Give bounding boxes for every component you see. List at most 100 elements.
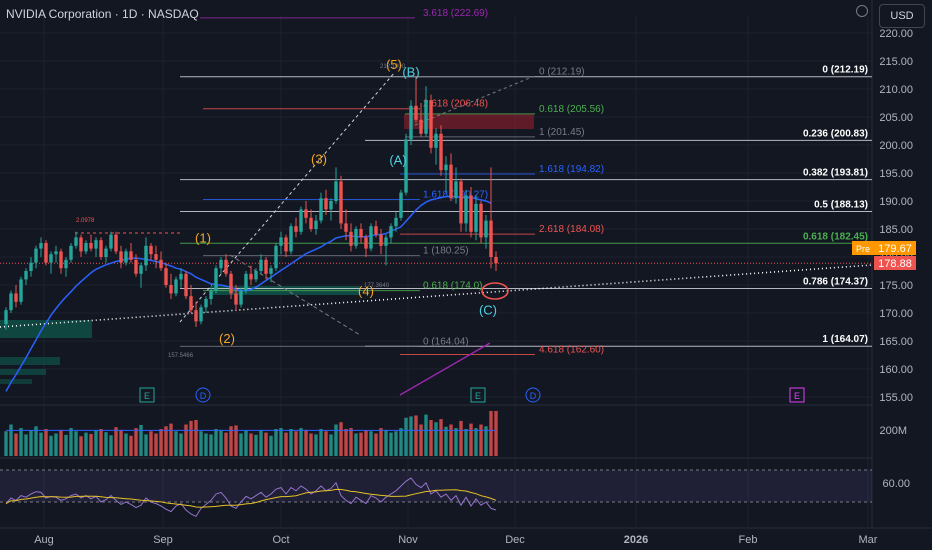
price-axis-tick: 215.00 [879, 56, 913, 68]
volume-bar [134, 428, 138, 456]
candle [359, 223, 363, 243]
volume-bar [474, 428, 478, 456]
candle [234, 285, 238, 311]
candle-body [424, 100, 428, 134]
candle-body [34, 248, 38, 263]
price-axis-tick: 195.00 [879, 168, 913, 180]
settings-gear-icon[interactable] [856, 5, 868, 17]
fib-level-label: 1 (164.07) [822, 334, 868, 345]
candle [14, 285, 18, 308]
volume-bar [129, 435, 133, 456]
candle [174, 276, 178, 297]
symbol-title[interactable]: NVIDIA Corporation · 1D · NASDAQ [6, 7, 199, 21]
candle-body [159, 259, 163, 269]
candle [94, 237, 98, 257]
volume-bar [324, 431, 328, 456]
volume-bar [214, 429, 218, 456]
fib-extension-label: 0 (212.19) [539, 67, 585, 78]
candle-body [404, 139, 408, 193]
volume-bar [29, 430, 33, 456]
candle [74, 231, 78, 249]
candle [64, 257, 68, 277]
candle-body [464, 195, 468, 224]
volume-bar [44, 429, 48, 456]
candle [419, 103, 423, 137]
volume-bar [344, 429, 348, 456]
volume-bar [444, 426, 448, 456]
candle [154, 245, 158, 269]
event-marker: E [789, 387, 805, 403]
volume-bar [349, 428, 353, 456]
volume-bar [284, 432, 288, 456]
candle-body [94, 240, 98, 249]
volume-bar [139, 424, 143, 456]
candle-body [244, 273, 248, 291]
candle-body [429, 100, 433, 148]
wave-label: (1) [195, 230, 211, 245]
candle [214, 265, 218, 294]
volume-bar [464, 429, 468, 456]
volume-bar [109, 435, 113, 456]
fib-extension-label: 4.618 (162.60) [539, 344, 604, 355]
volume-bar [14, 433, 18, 456]
time-axis-tick: Oct [272, 534, 289, 546]
candle-body [279, 237, 283, 246]
candle [209, 287, 213, 305]
candle-body [329, 201, 333, 210]
volume-bar [354, 433, 358, 456]
earnings-icon [470, 387, 486, 403]
volume-bar [319, 429, 323, 456]
candle [149, 243, 153, 260]
candle-body [189, 296, 193, 311]
volume-bar [434, 422, 438, 456]
candle-body [344, 223, 348, 232]
price-axis-tick: 170.00 [879, 308, 913, 320]
candle [129, 243, 133, 263]
currency-button[interactable]: USD [879, 4, 925, 28]
price-axis-tick: 220.00 [879, 28, 913, 40]
candle [124, 248, 128, 266]
candle-body [224, 259, 228, 274]
candle-body [69, 245, 73, 260]
trend-line [229, 254, 361, 336]
price-axis-tick: 200.00 [879, 140, 913, 152]
volume-bar [164, 426, 168, 456]
time-axis-tick: Mar [859, 534, 878, 546]
volume-bar [414, 415, 418, 456]
candle-body [144, 245, 148, 266]
candle-body [134, 259, 138, 274]
candle [289, 223, 293, 255]
event-marker: D [195, 387, 211, 403]
volume-bar [314, 434, 318, 456]
volume-bar [294, 431, 298, 456]
candle-body [129, 251, 133, 260]
volume-bar [184, 424, 188, 456]
volume-bar [74, 431, 78, 456]
dividend-icon [525, 387, 541, 403]
volume-bar [479, 424, 483, 456]
volume-bar [259, 429, 263, 456]
volume-bar [19, 428, 23, 456]
fib-level-label: 0.786 (174.37) [803, 277, 868, 288]
candle-body [374, 226, 378, 235]
candle [229, 271, 233, 299]
candle [34, 245, 38, 269]
candle [279, 231, 283, 255]
candle [254, 268, 258, 283]
volume-bar [424, 414, 428, 456]
candle [184, 271, 188, 299]
price-axis-tick: 205.00 [879, 112, 913, 124]
volume-bar [114, 427, 118, 456]
candle [264, 257, 268, 280]
candle-body [339, 181, 343, 224]
candle [24, 268, 28, 285]
candle-body [59, 251, 63, 269]
fib-extension-label: 1.618 (194.82) [539, 164, 604, 175]
candle-body [419, 119, 423, 134]
candle [259, 254, 263, 274]
candle [324, 189, 328, 215]
candle-body [484, 220, 488, 238]
candle-body [434, 133, 438, 148]
